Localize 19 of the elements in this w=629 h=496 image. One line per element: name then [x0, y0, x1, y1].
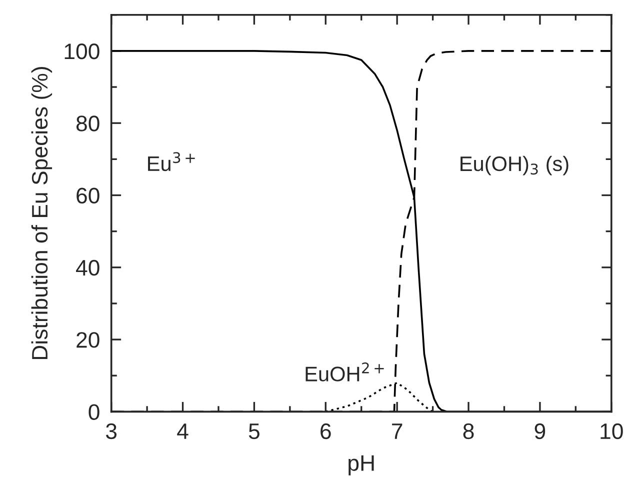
- y-tick-label: 0: [88, 404, 100, 420]
- y-tick-label: 100: [64, 43, 100, 60]
- x-tick-label: 8: [463, 423, 474, 440]
- y-axis-title: Distribution of Eu Species (%): [31, 67, 52, 360]
- y-tick-label: 80: [76, 116, 100, 132]
- y-tick-label: 60: [76, 188, 100, 204]
- x-tick-label: 7: [392, 424, 402, 439]
- x-tick-label: 3: [106, 423, 117, 440]
- x-tick-label: 5: [248, 424, 260, 440]
- annotation: Eu(OH)$_{3}$ (s): [460, 156, 568, 176]
- annotation: EuOH$^{2+}$: [306, 362, 384, 382]
- x-tick-label: 4: [177, 424, 188, 439]
- y-tick-label: 20: [76, 332, 100, 348]
- x-tick-label: 9: [534, 423, 546, 440]
- x-axis-title: pH: [348, 455, 374, 476]
- y-tick-label: 40: [76, 260, 100, 276]
- x-tick-label: 10: [600, 423, 623, 440]
- annotation: Eu$^{3+}$: [148, 152, 195, 172]
- x-tick-label: 6: [320, 423, 331, 440]
